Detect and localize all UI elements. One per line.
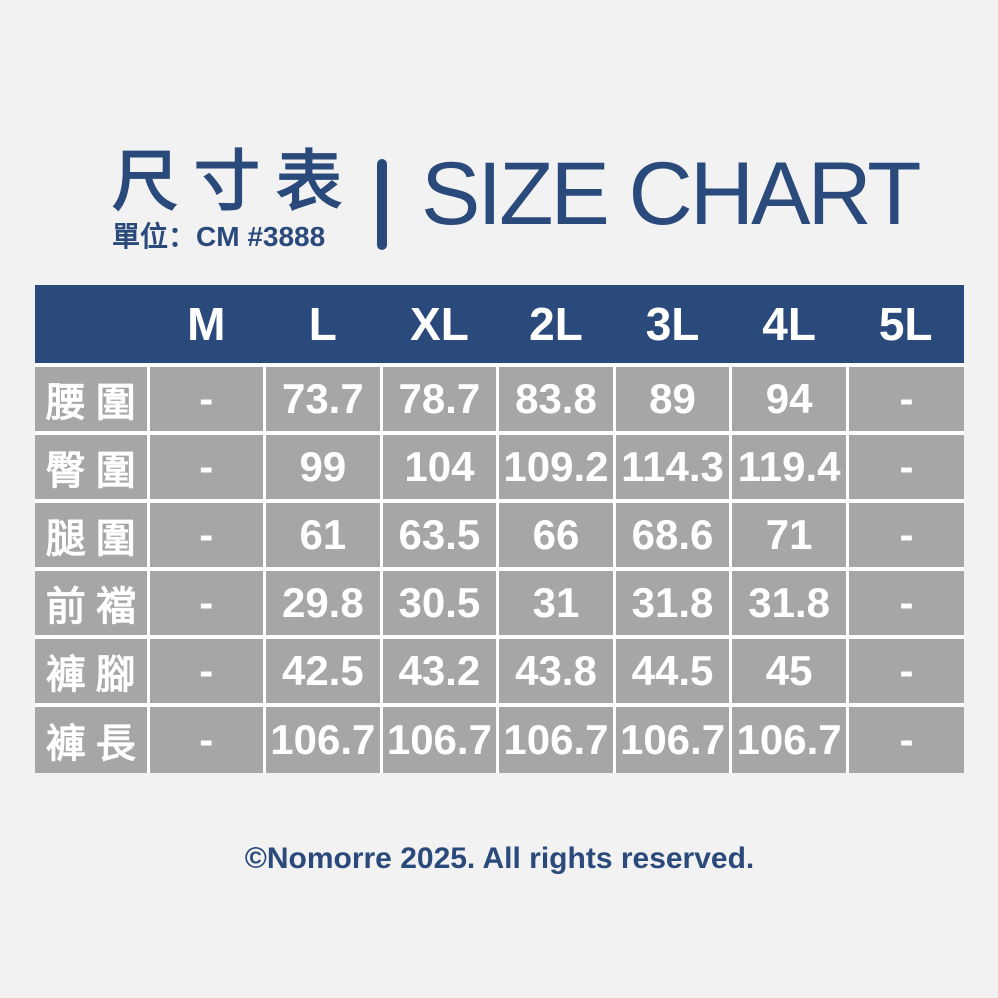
- measurement-value-cell: 44.5: [612, 635, 733, 707]
- measurement-value-cell: 83.8: [496, 363, 616, 435]
- measurement-value-cell: 45: [729, 635, 849, 707]
- unit-note: 單位：CM #3888: [112, 221, 326, 252]
- measurement-value-cell: 106.7: [496, 703, 616, 775]
- measurement-value-cell: 31.8: [729, 567, 849, 639]
- measurement-value-cell: 89: [612, 363, 733, 435]
- measurement-value-cell: 109.2: [496, 431, 616, 503]
- page-title-chinese: 尺寸表: [112, 144, 358, 218]
- size-column-header: 2L: [497, 285, 615, 365]
- measurement-value-cell: -: [146, 567, 267, 639]
- measurement-value-cell: -: [146, 499, 267, 571]
- table-row: 褲長 -106.7 106.7 106.7 106.7 106.7-: [33, 703, 966, 775]
- measurement-value-cell: -: [845, 703, 966, 775]
- measurement-value-cell: 106.7: [612, 703, 733, 775]
- measurement-value-cell: -: [146, 363, 267, 435]
- measurement-value-cell: -: [845, 499, 966, 571]
- size-column-header: L: [264, 285, 382, 365]
- table-row: 腿圍 -61 63.5 66 68.6 71-: [33, 499, 966, 571]
- size-table: M L XL 2L 3L 4L 5L 腰圍 -73.7 78.7 83.8 89 94- 臀圍 -99 10…: [33, 285, 966, 775]
- table-row: 臀圍 -99 104 109.2 114.3 119.4-: [33, 431, 966, 503]
- measurement-value-cell: 106.7: [729, 703, 849, 775]
- measurement-value-cell: 30.5: [379, 567, 500, 639]
- measurement-value-cell: 43.2: [379, 635, 500, 707]
- table-row: 前襠 -29.8 30.5 31 31.8 31.8-: [33, 567, 966, 639]
- measurement-row-label: 褲長: [33, 703, 150, 775]
- measurement-value-cell: 31: [496, 567, 616, 639]
- size-column-header: 5L: [847, 285, 964, 365]
- measurement-value-cell: 43.8: [496, 635, 616, 707]
- table-row: 褲腳 -42.5 43.2 43.8 44.5 45-: [33, 635, 966, 707]
- measurement-row-label: 褲腳: [33, 635, 150, 707]
- page-title-english: SIZE CHART: [421, 143, 921, 243]
- size-column-header: XL: [381, 285, 498, 365]
- table-header-row: M L XL 2L 3L 4L 5L: [35, 285, 964, 365]
- measurement-value-cell: 94: [729, 363, 849, 435]
- measurement-value-cell: 99: [263, 431, 383, 503]
- measurement-value-cell: -: [845, 431, 966, 503]
- measurement-value-cell: -: [845, 363, 966, 435]
- measurement-value-cell: 63.5: [379, 499, 500, 571]
- measurement-value-cell: 73.7: [263, 363, 383, 435]
- measurement-row-label: 前襠: [33, 567, 150, 639]
- measurement-value-cell: 61: [263, 499, 383, 571]
- measurement-row-label: 腿圍: [33, 499, 150, 571]
- measurement-value-cell: 104: [379, 431, 500, 503]
- measurement-row-label: 臀圍: [33, 431, 150, 503]
- size-column-header: 3L: [614, 285, 731, 365]
- measurement-value-cell: 42.5: [263, 635, 383, 707]
- measurement-value-cell: 29.8: [263, 567, 383, 639]
- table-row: 腰圍 -73.7 78.7 83.8 89 94-: [33, 363, 966, 435]
- measurement-value-cell: -: [845, 635, 966, 707]
- measurement-value-cell: -: [146, 431, 267, 503]
- measurement-row-label: 腰圍: [33, 363, 150, 435]
- measurement-value-cell: 106.7: [263, 703, 383, 775]
- measurement-value-cell: 68.6: [612, 499, 733, 571]
- size-column-header: 4L: [730, 285, 848, 365]
- measurement-value-cell: 78.7: [379, 363, 500, 435]
- measurement-value-cell: -: [146, 703, 267, 775]
- measurement-value-cell: 66: [496, 499, 616, 571]
- corner-cell: [35, 285, 148, 365]
- title-divider-bar: [377, 159, 387, 250]
- size-table-body: 腰圍 -73.7 78.7 83.8 89 94- 臀圍 -99 104 109.2 114.3 11…: [33, 363, 966, 775]
- measurement-value-cell: 114.3: [612, 431, 733, 503]
- measurement-value-cell: 71: [729, 499, 849, 571]
- size-column-header: M: [148, 285, 265, 365]
- measurement-value-cell: 31.8: [612, 567, 733, 639]
- measurement-value-cell: 119.4: [729, 431, 849, 503]
- copyright-text: ©Nomorre 2025. All rights reserved.: [244, 842, 755, 875]
- measurement-value-cell: -: [146, 635, 267, 707]
- measurement-value-cell: 106.7: [379, 703, 500, 775]
- measurement-value-cell: -: [845, 567, 966, 639]
